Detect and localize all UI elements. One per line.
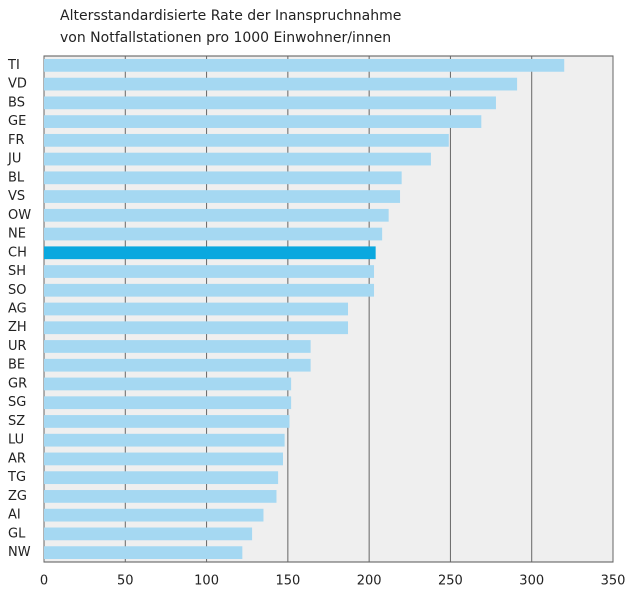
bar	[44, 208, 389, 222]
y-tick-label: SG	[8, 395, 26, 410]
y-tick-label: ZH	[8, 320, 27, 335]
y-tick-label: ZG	[8, 489, 27, 504]
bar	[44, 471, 279, 485]
bar	[44, 58, 565, 72]
y-tick-label: CH	[8, 245, 27, 260]
chart-title: Altersstandardisierte Rate der Inanspruc…	[60, 8, 401, 24]
bar	[44, 283, 375, 297]
x-tick-label: 50	[117, 574, 134, 589]
y-tick-label: TI	[7, 58, 20, 73]
bar	[44, 152, 431, 166]
bar	[44, 321, 349, 335]
y-tick-label: UR	[8, 339, 27, 354]
bar	[44, 340, 311, 353]
y-tick-label: SO	[8, 283, 26, 298]
bar	[44, 265, 375, 278]
chart-title: von Notfallstationen pro 1000 Einwohner/…	[60, 30, 391, 46]
bar	[44, 115, 482, 128]
y-tick-label: AI	[8, 508, 21, 523]
bar	[44, 508, 264, 522]
y-tick-label: SH	[8, 264, 26, 279]
bar	[44, 77, 518, 91]
bar	[44, 452, 283, 466]
x-tick-label: 200	[357, 574, 382, 589]
bar	[44, 302, 349, 316]
y-tick-label: GE	[8, 114, 26, 129]
y-tick-label: FR	[8, 133, 25, 148]
y-tick-label: BE	[8, 358, 25, 373]
bar	[44, 433, 285, 447]
y-tick-label: LU	[8, 433, 24, 448]
bar	[44, 358, 311, 372]
y-tick-label: OW	[8, 208, 31, 223]
x-tick-label: 150	[275, 574, 300, 589]
y-tick-label: TG	[7, 470, 26, 485]
x-tick-label: 250	[438, 574, 463, 589]
x-tick-label: 100	[194, 574, 219, 589]
bar	[44, 527, 253, 541]
y-tick-label: GL	[8, 526, 26, 541]
bar	[44, 490, 277, 503]
bar	[44, 396, 292, 410]
x-tick-label: 350	[601, 574, 626, 589]
y-tick-label: GR	[8, 376, 27, 391]
bar	[44, 415, 290, 428]
x-tick-label: 0	[40, 574, 48, 589]
y-tick-label: SZ	[8, 414, 25, 429]
y-tick-label: VD	[8, 77, 27, 92]
y-tick-label: JU	[7, 152, 21, 167]
bar	[44, 133, 449, 147]
y-tick-label: AG	[8, 302, 27, 317]
bar	[44, 546, 243, 560]
bar	[44, 190, 401, 203]
bar	[44, 171, 402, 185]
y-tick-label: AR	[8, 451, 26, 466]
bar	[44, 246, 376, 260]
y-tick-label: BS	[8, 95, 25, 110]
y-tick-label: NE	[8, 227, 26, 242]
y-tick-label: NW	[8, 545, 31, 560]
y-tick-label: VS	[8, 189, 25, 204]
bar	[44, 96, 496, 110]
x-tick-label: 300	[519, 574, 544, 589]
bar	[44, 227, 383, 241]
bar	[44, 377, 292, 391]
y-tick-label: BL	[8, 170, 25, 185]
